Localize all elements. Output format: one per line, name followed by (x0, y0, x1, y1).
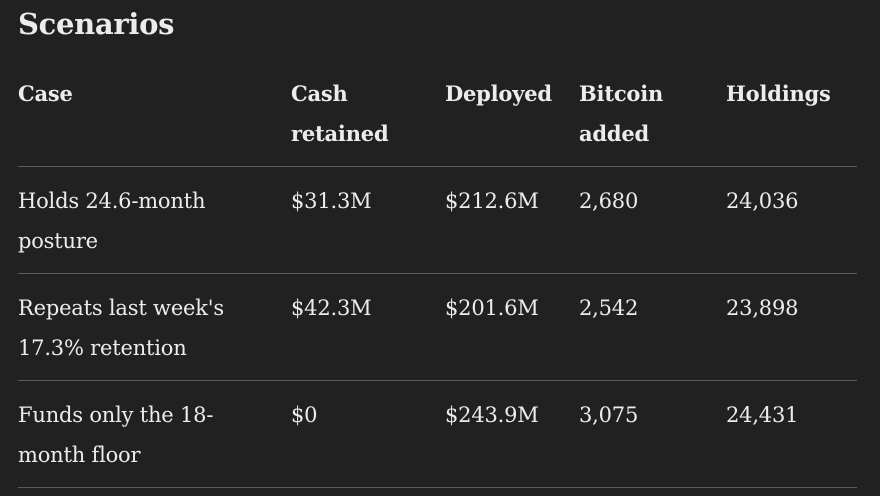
table-header-row: Case Cash retained Deployed Bitcoin adde… (18, 74, 857, 167)
cell-cash-retained: $0 (291, 403, 318, 427)
cell-bitcoin-added: 2,680 (579, 189, 639, 213)
column-header-bitcoin-added: Bitcoin added (579, 81, 664, 146)
cell-cash-retained: $31.3M (291, 189, 372, 213)
column-header-holdings: Holdings (726, 81, 831, 106)
scenarios-table: Case Cash retained Deployed Bitcoin adde… (18, 74, 857, 488)
cell-case: Funds only the 18-month floor (18, 403, 214, 467)
table-row: Holds 24.6-month posture $31.3M $212.6M … (18, 167, 857, 274)
column-header-cash-retained: Cash retained (291, 81, 389, 146)
cell-cash-retained: $42.3M (291, 296, 372, 320)
cell-holdings: 24,431 (726, 403, 799, 427)
column-header-case: Case (18, 81, 73, 106)
table-row: Repeats last week's 17.3% retention $42.… (18, 274, 857, 381)
page-title: Scenarios (18, 7, 175, 41)
cell-deployed: $201.6M (445, 296, 539, 320)
cell-bitcoin-added: 3,075 (579, 403, 639, 427)
table-row: Funds only the 18-month floor $0 $243.9M… (18, 381, 857, 488)
cell-holdings: 23,898 (726, 296, 799, 320)
column-header-deployed: Deployed (445, 81, 552, 106)
cell-bitcoin-added: 2,542 (579, 296, 639, 320)
cell-case: Holds 24.6-month posture (18, 189, 206, 253)
cell-holdings: 24,036 (726, 189, 799, 213)
cell-deployed: $243.9M (445, 403, 539, 427)
cell-case: Repeats last week's 17.3% retention (18, 296, 224, 360)
cell-deployed: $212.6M (445, 189, 539, 213)
